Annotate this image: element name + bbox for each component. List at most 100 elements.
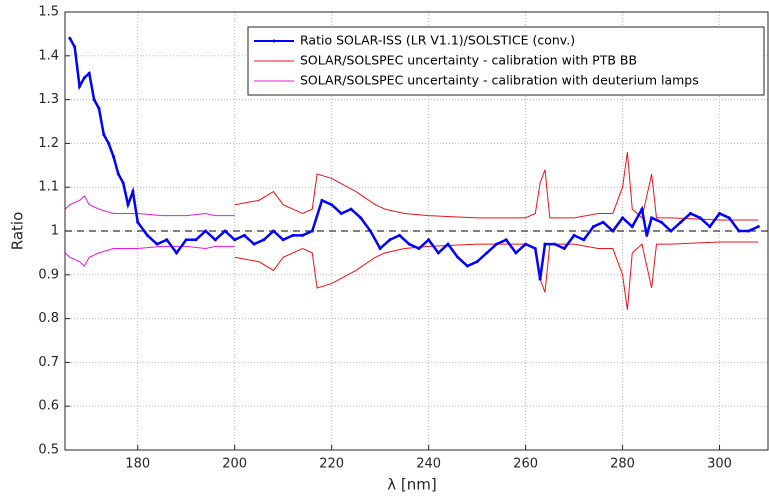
data-point xyxy=(640,207,644,211)
y-tick-label: 1.4 xyxy=(38,48,59,63)
y-tick-label: 0.8 xyxy=(38,311,59,326)
data-point xyxy=(165,238,169,242)
series-line xyxy=(64,195,235,217)
legend-label: SOLAR/SOLSPEC uncertainty - calibration … xyxy=(300,73,699,88)
x-tick-label: 200 xyxy=(222,457,247,472)
y-tick-label: 1.5 xyxy=(38,5,59,20)
data-point xyxy=(718,211,722,215)
data-point xyxy=(688,211,692,215)
data-point xyxy=(330,203,334,207)
data-point xyxy=(465,264,469,268)
data-point xyxy=(131,190,135,194)
data-point xyxy=(102,133,106,137)
legend-marker xyxy=(272,39,276,43)
data-point xyxy=(87,71,91,75)
data-point xyxy=(494,242,498,246)
y-tick-label: 1.3 xyxy=(38,92,59,107)
data-point xyxy=(262,238,266,242)
data-point xyxy=(368,229,372,233)
data-point xyxy=(737,229,741,233)
data-point xyxy=(475,260,479,264)
data-point xyxy=(630,225,634,229)
data-point xyxy=(252,242,256,246)
legend-box xyxy=(247,26,765,96)
data-point xyxy=(562,247,566,251)
x-axis-label: λ [nm] xyxy=(387,476,436,494)
data-point xyxy=(417,247,421,251)
data-point xyxy=(553,242,557,246)
legend-label: SOLAR/SOLSPEC uncertainty - calibration … xyxy=(300,53,637,68)
data-point xyxy=(126,203,130,207)
data-point xyxy=(601,220,605,224)
data-point xyxy=(310,229,314,233)
data-point xyxy=(68,36,72,40)
data-point xyxy=(645,233,649,237)
data-point xyxy=(485,251,489,255)
data-point xyxy=(388,238,392,242)
data-point xyxy=(320,198,324,202)
data-point xyxy=(175,251,179,255)
data-point xyxy=(756,225,760,229)
data-point xyxy=(427,238,431,242)
data-point xyxy=(97,106,101,110)
y-tick-label: 0.6 xyxy=(38,399,59,414)
x-tick-label: 180 xyxy=(125,457,150,472)
series-line xyxy=(64,245,235,267)
data-point xyxy=(301,233,305,237)
data-point xyxy=(582,238,586,242)
data-point xyxy=(194,238,198,242)
data-point xyxy=(504,238,508,242)
data-point xyxy=(708,225,712,229)
y-tick-label: 0.7 xyxy=(38,355,59,370)
data-point xyxy=(359,216,363,220)
data-point xyxy=(136,220,140,224)
data-point xyxy=(611,229,615,233)
data-point xyxy=(121,181,125,185)
data-point xyxy=(543,242,547,246)
y-tick-label: 1 xyxy=(51,224,59,239)
y-tick-label: 1.2 xyxy=(38,136,59,151)
data-point xyxy=(281,238,285,242)
data-point xyxy=(591,225,595,229)
data-point xyxy=(233,238,237,242)
x-tick-label: 220 xyxy=(319,457,344,472)
data-point xyxy=(184,238,188,242)
data-point xyxy=(349,207,353,211)
data-point xyxy=(621,216,625,220)
data-point xyxy=(155,242,159,246)
data-point xyxy=(145,233,149,237)
data-point xyxy=(271,229,275,233)
data-point xyxy=(398,233,402,237)
legend-label: Ratio SOLAR-ISS (LR V1.1)/SOLSTICE (conv… xyxy=(300,33,575,48)
data-point xyxy=(213,238,217,242)
data-point xyxy=(659,220,663,224)
data-point xyxy=(446,242,450,246)
data-point xyxy=(572,233,576,237)
data-point xyxy=(538,277,542,281)
legend: Ratio SOLAR-ISS (LR V1.1)/SOLSTICE (conv… xyxy=(247,26,765,96)
y-tick-label: 0.5 xyxy=(38,443,59,458)
data-point xyxy=(727,216,731,220)
data-point xyxy=(339,211,343,215)
data-point xyxy=(107,141,111,145)
data-point xyxy=(116,172,120,176)
data-point xyxy=(698,216,702,220)
data-point xyxy=(407,242,411,246)
data-point xyxy=(92,98,96,102)
x-tick-label: 300 xyxy=(707,457,732,472)
series-line xyxy=(234,152,759,221)
x-tick-label: 280 xyxy=(610,457,635,472)
data-point xyxy=(223,229,227,233)
data-point xyxy=(111,155,115,159)
data-point xyxy=(533,247,537,251)
data-point xyxy=(524,242,528,246)
data-point xyxy=(242,233,246,237)
plot-frame xyxy=(64,11,769,451)
data-point xyxy=(669,229,673,233)
data-point xyxy=(679,220,683,224)
x-tick-label: 240 xyxy=(416,457,441,472)
data-point xyxy=(291,233,295,237)
data-point xyxy=(456,255,460,259)
data-point xyxy=(378,247,382,251)
